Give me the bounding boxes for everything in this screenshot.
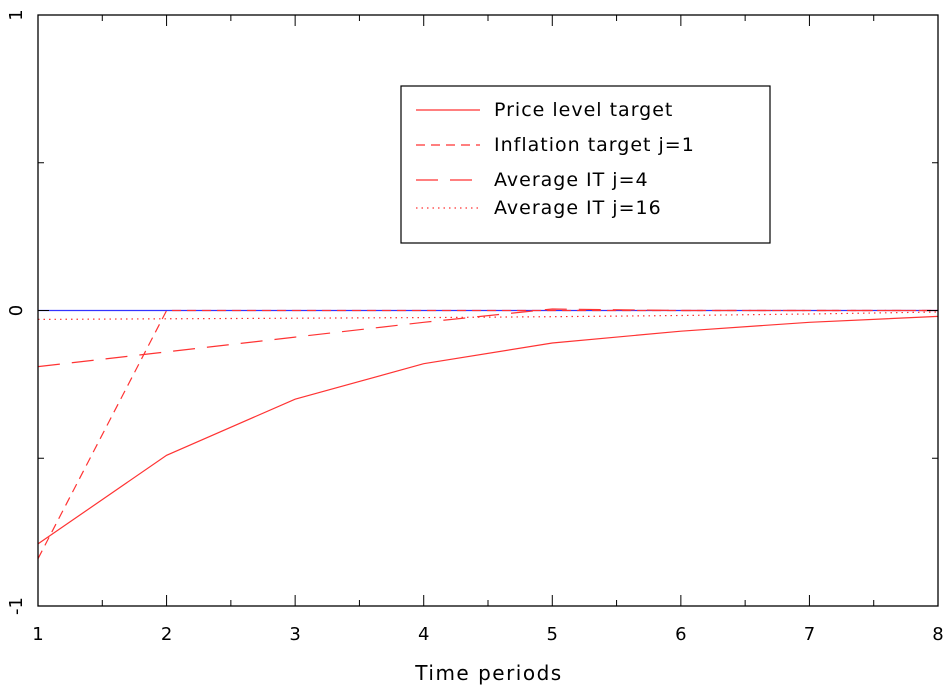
x-tick-label: 2: [161, 624, 172, 645]
legend-label-3: Average IT j=4: [494, 169, 649, 191]
x-tick-label: 4: [418, 624, 429, 645]
legend: Price level target Inflation target j=1 Av…: [400, 85, 771, 244]
x-tick-label: 1: [32, 624, 43, 645]
x-tick-label: 3: [289, 624, 300, 645]
x-tick-label: 7: [804, 624, 815, 645]
legend-box: [400, 85, 771, 244]
legend-label-2: Inflation target j=1: [494, 134, 695, 156]
series-line-1: [37, 315, 939, 545]
y-tick-label: 0: [6, 305, 27, 316]
x-axis-title: Time periods: [414, 661, 562, 685]
series-line-2: [37, 309, 938, 559]
x-tick-label: 5: [547, 624, 558, 645]
x-tick-label: 8: [932, 624, 943, 645]
y-tick-label: 1: [6, 9, 27, 20]
axes-layer: 1 2 3 4 5 6 7 8 -1 0 1: [6, 9, 944, 645]
x-tick-label: 6: [675, 624, 686, 645]
legend-label-4: Average IT j=16: [494, 197, 662, 219]
legend-label-1: Price level target: [494, 99, 673, 121]
series-line-3: [37, 308, 938, 368]
y-tick-label: -1: [6, 597, 27, 615]
plot-layer: [37, 308, 939, 559]
